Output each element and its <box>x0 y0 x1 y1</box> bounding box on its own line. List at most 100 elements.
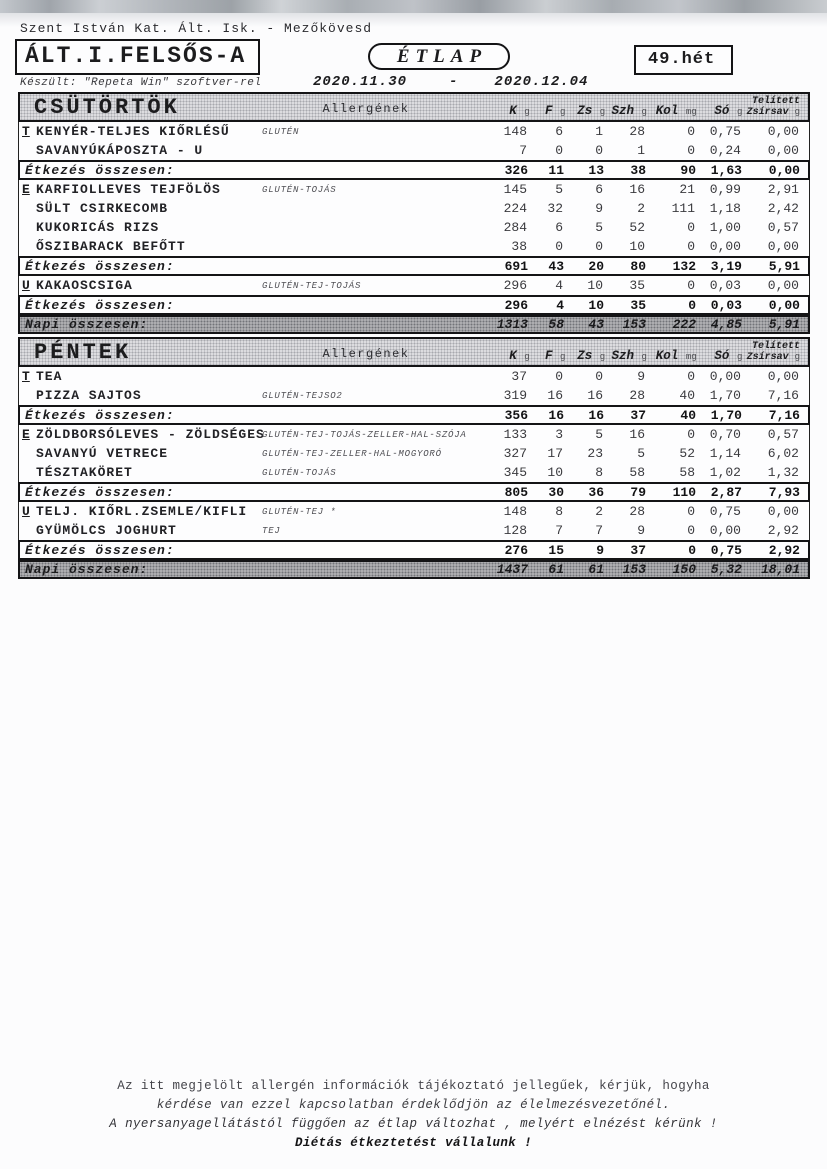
menu-item-name: TELJ. KIŐRL.ZSEMLE/KIFLI <box>36 504 248 519</box>
nutrition-value: 7 <box>595 523 603 538</box>
nutrition-value: 0 <box>595 369 603 384</box>
meal-total-value: 2,92 <box>768 542 800 558</box>
meal-marker: T <box>22 124 30 139</box>
meal-total-value: 110 <box>672 484 696 500</box>
nutrition-value: 0,70 <box>709 427 741 442</box>
nutrition-value: 2,91 <box>767 182 799 197</box>
nutrition-value: 9 <box>637 523 645 538</box>
nutrition-value: 2,42 <box>767 201 799 216</box>
nutrition-value: 0,00 <box>767 239 799 254</box>
meal-marker: T <box>22 369 30 384</box>
meal-total-value: 10 <box>588 297 604 313</box>
meal-total-value: 43 <box>548 258 564 274</box>
meal-total-value: 691 <box>504 258 528 274</box>
column-label: Só <box>714 104 730 118</box>
column-unit: g <box>524 107 530 117</box>
meal-total-row: Étkezés összesen: 296 4 10 35 0 0,03 0,00 <box>18 295 810 315</box>
nutrition-column-header: F g <box>534 349 570 363</box>
nutrition-column-header: Szh g <box>609 349 651 363</box>
day-total-value: 58 <box>548 317 564 332</box>
nutrition-value: 0 <box>687 523 695 538</box>
menu-item-row: E ZÖLDBORSÓLEVES - ZÖLDSÉGES GLUTÉN-TEJ-TO… <box>19 425 809 444</box>
day-total-value: 5,91 <box>768 317 800 332</box>
menu-item-row: SAVANYÚ VETRECE GLUTÉN-TEJ-ZELLER-HAL-MOG… <box>19 444 809 463</box>
nutrition-value: 5 <box>555 182 563 197</box>
menu-item-row: E KARFIOLLEVES TEJFÖLÖS GLUTÉN-TOJÁS 145 5 6 1… <box>19 180 809 199</box>
nutrition-value: 16 <box>547 388 563 403</box>
day-total-row: Napi összesen: 1313 58 43 153 222 4,85 5,91 <box>18 315 810 334</box>
nutrition-value: 1,32 <box>767 465 799 480</box>
menu-item-row: ŐSZIBARACK BEFŐTT 38 0 0 10 0 0,00 0,00 <box>19 237 809 256</box>
day-total-label: Napi összesen: <box>25 562 149 577</box>
footer-line: Az itt megjelölt allergén információk tá… <box>117 1079 710 1093</box>
nutrition-value: 3 <box>555 427 563 442</box>
menu-item-row: T KENYÉR-TELJES KIŐRLÉSŰ GLUTÉN 148 6 1 28 0 0,7… <box>19 122 809 141</box>
column-label: Kol <box>655 104 679 118</box>
nutrition-value: 1 <box>595 124 603 139</box>
meal-total-value: 16 <box>548 407 564 423</box>
meal-total-value: 30 <box>548 484 564 500</box>
meal-total-value: 9 <box>596 542 604 558</box>
menu-item-row: SAVANYÚKÁPOSZTA - U 7 0 0 1 0 0,24 0,00 <box>19 141 809 160</box>
menu-item-allergens: GLUTÉN-TEJ * <box>262 506 337 517</box>
column-unit: g <box>794 107 800 117</box>
footer-line: A nyersanyagellátástól függően az étlap … <box>109 1117 718 1131</box>
nutrition-value: 1,70 <box>709 388 741 403</box>
menu-item-row: GYÜMÖLCS JOGHURT TEJ 128 7 7 9 0 0,00 2,92 <box>19 521 809 540</box>
column-unit: g <box>560 107 566 117</box>
nutrition-value: 133 <box>503 427 527 442</box>
meal-total-label: Étkezés összesen: <box>25 162 175 178</box>
nutrition-value: 296 <box>503 278 527 293</box>
saturated-fat-column-header: Telített Zsírsav g <box>746 341 808 363</box>
column-label: F <box>544 349 553 363</box>
nutrition-column-header: Zs g <box>569 104 609 118</box>
meal-total-label: Étkezés összesen: <box>25 407 175 423</box>
nutrition-value: 0,00 <box>767 143 799 158</box>
meal-total-value: 16 <box>588 407 604 423</box>
meal-total-value: 5,91 <box>768 258 800 274</box>
column-unit: g <box>641 107 647 117</box>
nutrition-value: 145 <box>503 182 527 197</box>
nutrition-value: 8 <box>595 465 603 480</box>
meal-total-value: 7,16 <box>768 407 800 423</box>
nutrition-value: 0,00 <box>709 239 741 254</box>
menu-title: ÉTLAP <box>396 45 488 67</box>
menu-item-name: TÉSZTAKÖRET <box>36 465 133 480</box>
nutrition-value: 7 <box>519 143 527 158</box>
nutrition-value: 0,00 <box>709 369 741 384</box>
nutrition-value: 28 <box>629 504 645 519</box>
nutrition-column-header: Zs g <box>569 349 609 363</box>
nutrition-value: 1,14 <box>709 446 741 461</box>
day-total-value: 222 <box>672 317 696 332</box>
meal-total-value: 2,87 <box>710 484 742 500</box>
day-total-value: 4,85 <box>710 317 742 332</box>
scan-artifact-fade <box>0 13 827 27</box>
nutrition-value: 0 <box>595 239 603 254</box>
nutrition-value: 58 <box>679 465 695 480</box>
meal-marker: E <box>22 182 30 197</box>
nutrition-value: 38 <box>511 239 527 254</box>
nutrition-value: 0 <box>687 124 695 139</box>
class-name-box: ÁLT.I.FELSŐS-A <box>15 39 261 75</box>
meal-total-value: 3,19 <box>710 258 742 274</box>
nutrition-value: 0,57 <box>767 427 799 442</box>
menu-item-name: KARFIOLLEVES TEJFÖLÖS <box>36 182 221 197</box>
day-total-value: 153 <box>622 562 646 577</box>
day-total-label: Napi összesen: <box>25 317 149 332</box>
nutrition-value: 0 <box>687 220 695 235</box>
nutrition-value: 21 <box>679 182 695 197</box>
footer-notes: Az itt megjelölt allergén információk tá… <box>0 1077 827 1153</box>
column-label: Zsírsav g <box>747 352 800 363</box>
nutrition-value: 7 <box>555 523 563 538</box>
menu-item-row: SÜLT CSIRKECOMB 224 32 9 2 111 1,18 2,42 <box>19 199 809 218</box>
meal-total-row: Étkezés összesen: 805 30 36 79 110 2,87 7,93 <box>18 482 810 502</box>
meal-total-value: 38 <box>630 162 646 178</box>
nutrition-value: 0 <box>595 143 603 158</box>
menu-item-name: KUKORICÁS RIZS <box>36 220 160 235</box>
meal-total-value: 37 <box>630 407 646 423</box>
nutrition-value: 52 <box>629 220 645 235</box>
nutrition-value: 0 <box>687 427 695 442</box>
